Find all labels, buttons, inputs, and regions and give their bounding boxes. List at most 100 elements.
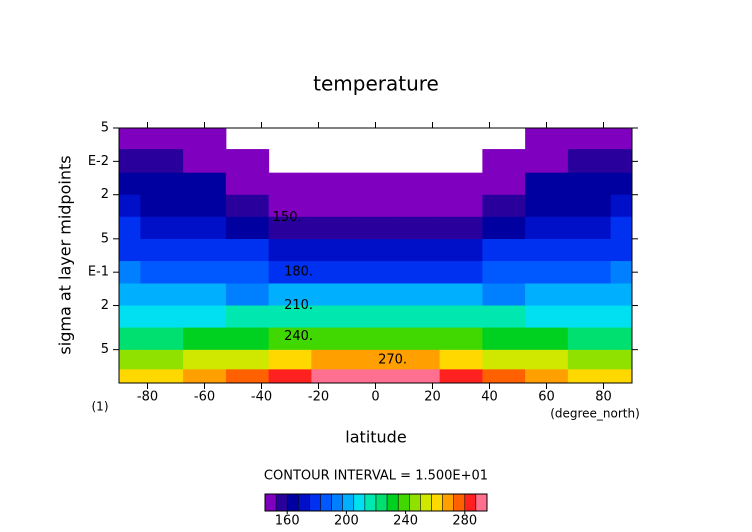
contour-cell (354, 327, 398, 351)
contour-cell (525, 128, 569, 150)
contour-cell (140, 261, 184, 284)
contour-cell (140, 216, 184, 240)
y-tick-label: E-2 (88, 154, 109, 169)
contour-cell (119, 283, 141, 307)
x-tick-label: 20 (424, 390, 441, 405)
contour-cell (140, 128, 184, 150)
contour-cell (354, 349, 398, 370)
contour-cell (525, 239, 569, 262)
colorbar-segment (275, 493, 288, 512)
colorbar-segment (420, 493, 432, 512)
y-tick-label: 5 (101, 342, 109, 357)
contour-cell (119, 369, 141, 384)
contour-cell (439, 216, 483, 240)
contour-cell (567, 327, 612, 351)
contour-cell (268, 239, 312, 262)
y-tick-label: 5 (101, 231, 109, 246)
contour-cell (396, 239, 441, 262)
contour-cell (140, 283, 184, 307)
colorbar-segment (375, 493, 388, 512)
colorbar-segment (431, 493, 443, 512)
x-tick-label: -40 (251, 390, 272, 405)
contour-cell (567, 305, 612, 329)
contour-cell (525, 349, 569, 370)
contour-cell (354, 369, 398, 384)
contour-cell (183, 194, 227, 218)
x-tick-label: -20 (308, 390, 329, 405)
contour-cell (482, 349, 526, 370)
contour-cell (482, 172, 526, 196)
contour-cell (119, 327, 141, 351)
contour-cell (119, 349, 141, 370)
contour-label: 270. (378, 352, 407, 367)
contour-cell (610, 239, 633, 262)
colorbar-segment (286, 493, 299, 512)
contour-cell (525, 327, 569, 351)
contour-cell (119, 261, 141, 284)
contour-cell (311, 369, 355, 384)
contour-cell (610, 172, 633, 196)
contour-cell (183, 369, 227, 384)
contour-cell (140, 239, 184, 262)
contour-cell (567, 216, 612, 240)
contour-cell (119, 194, 141, 218)
contour-cell (525, 261, 569, 284)
contour-cell (225, 261, 270, 284)
contour-cell (268, 261, 312, 284)
colorbar-segment (464, 493, 477, 512)
contour-cell (482, 369, 526, 384)
contour-cell (525, 172, 569, 196)
contour-cell (482, 216, 526, 240)
contour-cell (183, 283, 227, 307)
contour-cell (396, 261, 441, 284)
y-tick-label: E-1 (88, 265, 109, 280)
contour-cell (268, 194, 312, 218)
contour-cell (311, 283, 355, 307)
colorbar-segment (264, 493, 277, 512)
contour-cell (439, 349, 483, 370)
y-axis-label: sigma at layer midpoints (56, 155, 75, 354)
contour-cell (140, 194, 184, 218)
contour-cell (268, 369, 312, 384)
contour-cell (268, 305, 312, 329)
contour-cell (140, 349, 184, 370)
x-tick-label: 0 (371, 390, 379, 405)
contour-cell (311, 305, 355, 329)
contour-cell (567, 283, 612, 307)
contour-cell (610, 349, 633, 370)
contour-cell (610, 369, 633, 384)
contour-cell (567, 128, 612, 150)
contour-cell (183, 128, 227, 150)
contour-cell (225, 194, 270, 218)
contour-label: 150. (273, 210, 302, 225)
colorbar-segment (475, 493, 488, 512)
colorbar-tick-label: 160 (275, 514, 300, 529)
contour-cell (268, 349, 312, 370)
x-axis-label: latitude (345, 428, 406, 447)
contour-cell (311, 261, 355, 284)
x-tick-label: 40 (481, 390, 498, 405)
contour-cell (439, 283, 483, 307)
contour-cell (311, 349, 355, 370)
contour-cell (311, 327, 355, 351)
contour-cell (140, 305, 184, 329)
colorbar-segment (386, 493, 399, 512)
contour-cell (567, 369, 612, 384)
contour-cell (354, 194, 398, 218)
y-tick-label: 2 (101, 187, 109, 202)
contour-cell (225, 172, 270, 196)
contour-cell (567, 172, 612, 196)
contour-cell (567, 149, 612, 174)
contour-cell (119, 149, 141, 174)
contour-cell (225, 239, 270, 262)
contour-cell (396, 194, 441, 218)
contour-cell (268, 283, 312, 307)
colorbar-segment (309, 493, 321, 512)
contour-cell (567, 349, 612, 370)
x-tick-label: 80 (595, 390, 612, 405)
contour-cell (225, 216, 270, 240)
colorbar-tick-label: 200 (334, 514, 359, 529)
contour-cell (140, 172, 184, 196)
contour-cell (439, 172, 483, 196)
